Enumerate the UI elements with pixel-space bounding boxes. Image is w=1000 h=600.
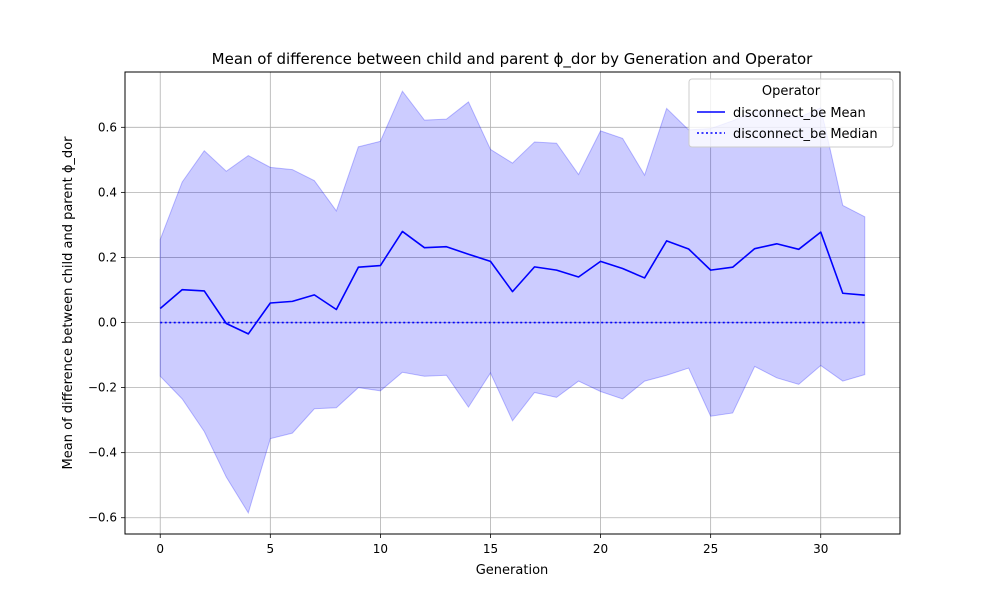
y-tick-label: 0.2: [98, 250, 117, 264]
confidence-band: [159, 90, 866, 515]
y-tick-label: 0.6: [98, 120, 117, 134]
x-tick-label: 10: [373, 542, 388, 556]
x-tick-label: 20: [593, 542, 608, 556]
y-tick-label: −0.2: [88, 381, 117, 395]
mean-series-line: [159, 230, 865, 335]
chart-title: Mean of difference between child and par…: [212, 50, 813, 69]
legend-label-median: disconnect_be Median: [733, 127, 878, 142]
x-tick-label: 15: [483, 542, 498, 556]
x-tick-label: 25: [703, 542, 718, 556]
y-axis-label: Mean of difference between child and par…: [61, 136, 76, 470]
y-tick-label: 0.0: [98, 316, 117, 330]
y-tick-label: −0.4: [88, 446, 117, 460]
plot-frame: [124, 71, 901, 535]
legend: Operator disconnect_be Mean disconnect_b…: [688, 78, 894, 148]
x-tick-label: 30: [813, 542, 828, 556]
x-axis-label: Generation: [476, 563, 549, 578]
x-tick-label: 5: [266, 542, 274, 556]
series-layer: [159, 230, 865, 335]
x-tick-label: 0: [156, 542, 164, 556]
tick-layer: 0 5 10 15 20 25 30 −0.6 −0.4 −0.2 0.0 0.2 0.4 0.6: [88, 120, 829, 556]
y-tick-label: −0.6: [88, 511, 117, 525]
legend-box: [688, 78, 894, 148]
legend-label-mean: disconnect_be Mean: [733, 106, 866, 121]
y-tick-label: 0.4: [98, 185, 117, 199]
band-layer: [159, 90, 866, 515]
legend-title: Operator: [762, 84, 821, 99]
